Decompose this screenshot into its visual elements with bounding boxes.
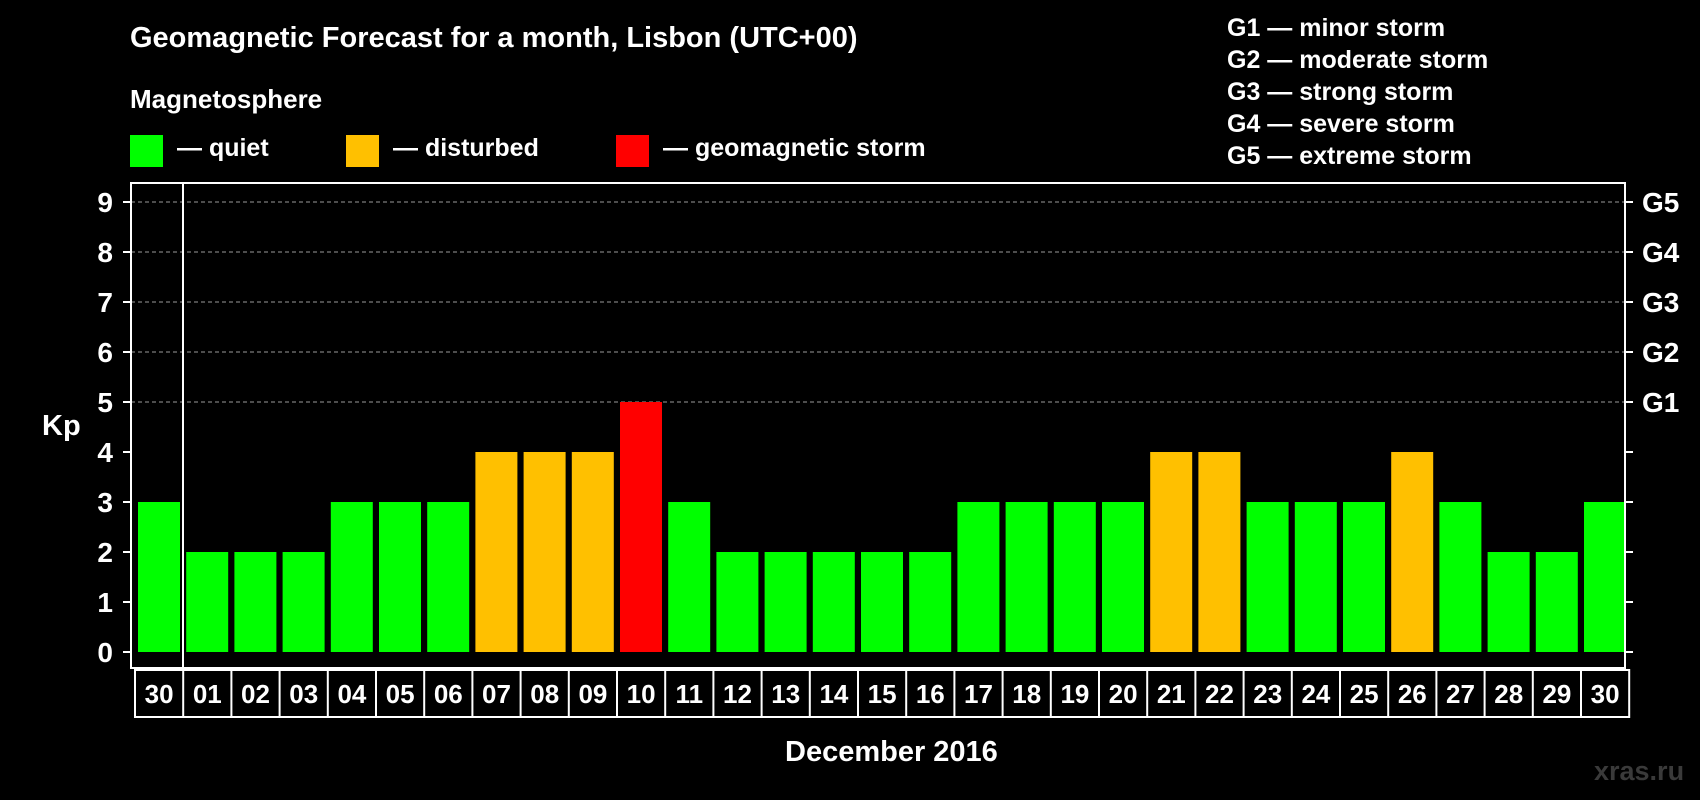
- x-tick-label: 28: [1494, 679, 1523, 709]
- bar: [523, 452, 566, 652]
- bar: [1535, 552, 1578, 652]
- legend-disturbed-label: — disturbed: [393, 134, 539, 162]
- bar: [716, 552, 759, 652]
- x-tick-label: 02: [241, 679, 270, 709]
- y-tick-label: 3: [97, 487, 113, 518]
- y-tick-label: 6: [97, 337, 113, 368]
- x-tick-label: 27: [1446, 679, 1475, 709]
- x-tick-label: 18: [1012, 679, 1041, 709]
- storm-scale-g5: G5 — extreme storm: [1227, 142, 1472, 170]
- bar: [1487, 552, 1530, 652]
- storm-level-label: G3: [1642, 287, 1679, 318]
- bar: [909, 552, 952, 652]
- x-tick-label: 22: [1205, 679, 1234, 709]
- y-tick-label: 1: [97, 587, 113, 618]
- x-tick-label: 09: [578, 679, 607, 709]
- bar: [379, 502, 421, 652]
- bar: [1294, 502, 1337, 652]
- storm-scale-g4: G4 — severe storm: [1227, 110, 1455, 138]
- x-tick-label: 16: [916, 679, 945, 709]
- bar: [138, 502, 180, 652]
- x-tick-label: 14: [819, 679, 848, 709]
- storm-level-label: G1: [1642, 387, 1679, 418]
- x-tick-label: 06: [434, 679, 463, 709]
- x-tick-label: 12: [723, 679, 752, 709]
- y-tick-label: 4: [97, 437, 113, 468]
- y-tick-label: 2: [97, 537, 113, 568]
- bar: [1005, 502, 1048, 652]
- x-tick-label: 11: [676, 679, 704, 709]
- y-axis-label: Kp: [42, 410, 81, 442]
- bar: [427, 502, 470, 652]
- bar: [1584, 502, 1626, 652]
- bar: [812, 552, 855, 652]
- storm-scale-g1: G1 — minor storm: [1227, 14, 1446, 42]
- bar: [1150, 452, 1193, 652]
- bar: [1246, 502, 1289, 652]
- x-tick-label: 08: [530, 679, 559, 709]
- x-tick-label: 21: [1157, 679, 1186, 709]
- legend-quiet-swatch: [130, 135, 163, 167]
- storm-level-label: G5: [1642, 187, 1679, 218]
- chart-title: Geomagnetic Forecast for a month, Lisbon…: [130, 22, 858, 54]
- y-tick-label: 9: [97, 187, 113, 218]
- bar: [1343, 502, 1385, 652]
- y-tick-label: 0: [97, 637, 113, 668]
- bar: [330, 502, 373, 652]
- x-tick-label: 03: [289, 679, 318, 709]
- bar: [1053, 502, 1096, 652]
- bar: [1102, 502, 1144, 652]
- x-tick-label: 17: [964, 679, 993, 709]
- storm-scale-g2: G2 — moderate storm: [1227, 46, 1489, 74]
- legend-quiet-label: — quiet: [177, 134, 269, 162]
- magnetosphere-heading: Magnetosphere: [130, 84, 323, 114]
- x-tick-label: 23: [1253, 679, 1282, 709]
- x-tick-label: 04: [337, 679, 366, 709]
- bar: [282, 552, 325, 652]
- x-tick-label: 26: [1398, 679, 1427, 709]
- y-tick-label: 8: [97, 237, 113, 268]
- date-row-frame: [134, 669, 1631, 718]
- x-tick-label: 10: [627, 679, 656, 709]
- plot-frame: [130, 182, 1626, 669]
- x-tick-label: 01: [193, 679, 222, 709]
- bar: [475, 452, 518, 652]
- bar: [1198, 452, 1241, 652]
- bar: [957, 502, 1000, 652]
- bar: [1391, 452, 1434, 652]
- y-tick-label: 7: [97, 287, 113, 318]
- x-tick-label: 30: [1591, 679, 1620, 709]
- bar: [571, 452, 614, 652]
- bar: [1439, 502, 1482, 652]
- x-tick-label: 05: [386, 679, 415, 709]
- x-tick-label: 13: [771, 679, 800, 709]
- x-tick-label: 07: [482, 679, 511, 709]
- bar: [620, 402, 662, 652]
- storm-level-label: G2: [1642, 337, 1679, 368]
- storm-level-label: G4: [1642, 237, 1680, 268]
- x-axis-label: December 2016: [785, 736, 998, 768]
- y-tick-label: 5: [97, 387, 113, 418]
- x-tick-label: 20: [1109, 679, 1138, 709]
- legend-disturbed-swatch: [346, 135, 379, 167]
- bar: [234, 552, 277, 652]
- x-tick-label: 30: [145, 679, 174, 709]
- watermark: xras.ru: [1594, 756, 1685, 786]
- x-tick-label: 25: [1350, 679, 1379, 709]
- bar: [186, 552, 229, 652]
- legend-storm-label: — geomagnetic storm: [663, 134, 926, 162]
- x-tick-label: 29: [1542, 679, 1571, 709]
- legend-storm-swatch: [616, 135, 649, 167]
- x-tick-label: 15: [868, 679, 897, 709]
- x-tick-label: 24: [1301, 679, 1330, 709]
- bar: [861, 552, 903, 652]
- x-tick-label: 19: [1060, 679, 1089, 709]
- bar: [764, 552, 807, 652]
- bar: [668, 502, 711, 652]
- storm-scale-g3: G3 — strong storm: [1227, 78, 1454, 106]
